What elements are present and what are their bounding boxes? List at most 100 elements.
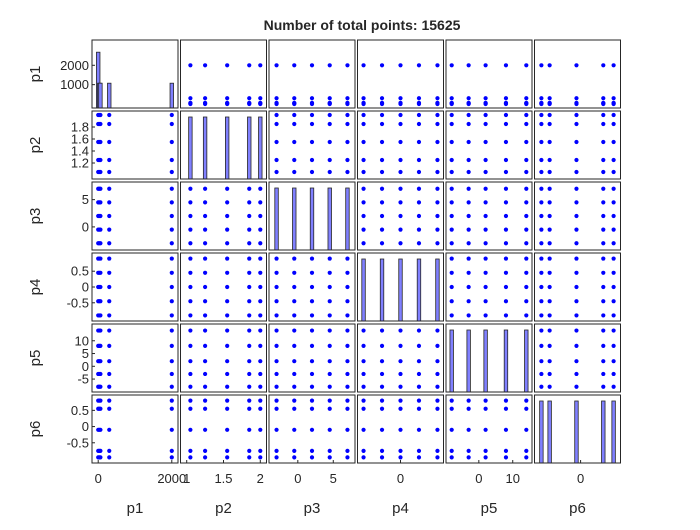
scatter-point <box>449 270 454 275</box>
scatter-point <box>466 96 471 101</box>
scatter-point <box>274 100 279 105</box>
scatter-point <box>601 284 606 290</box>
y-tick-label: 5 <box>82 346 89 361</box>
scatter-point <box>398 63 403 68</box>
scatter-point <box>524 112 529 118</box>
panel-p2-vs-p3 <box>268 110 356 180</box>
scatter-point <box>449 139 454 145</box>
scatter-point <box>258 359 263 364</box>
panel-p3-vs-p1: 0 5 p3 <box>27 181 179 251</box>
histogram-bar <box>309 187 315 251</box>
scatter-point <box>247 359 252 364</box>
scatter-point <box>524 299 529 304</box>
scatter-point <box>483 112 488 118</box>
scatter-point <box>524 427 529 432</box>
panel-frame <box>445 110 533 180</box>
scatter-point <box>503 398 509 403</box>
scatter-point <box>258 313 263 318</box>
scatter-point <box>188 448 193 453</box>
panel-frame <box>180 323 267 393</box>
scatter-point <box>225 328 230 333</box>
scatter-point <box>539 63 544 68</box>
scatter-point <box>435 343 440 348</box>
scatter-point <box>416 169 422 175</box>
scatter-point <box>292 100 297 105</box>
scatter-point <box>361 139 366 145</box>
scatter-point <box>309 270 315 275</box>
scatter-point <box>309 284 315 290</box>
row-variable-label: p4 <box>27 279 44 296</box>
scatter-point <box>524 213 529 219</box>
scatter-point <box>503 169 509 175</box>
scatter-point <box>345 121 350 127</box>
scatter-point <box>98 427 103 432</box>
scatter-point <box>611 200 616 205</box>
scatter-point <box>345 100 350 105</box>
panel-p3-vs-p4 <box>357 181 444 251</box>
scatter-point <box>524 398 529 403</box>
scatter-point <box>503 213 509 219</box>
panel-p2-vs-p2 <box>180 110 267 180</box>
histogram-bar <box>483 329 488 393</box>
histogram-bar <box>202 116 208 180</box>
scatter-point <box>547 96 552 101</box>
scatter-point <box>547 186 552 191</box>
scatter-point <box>416 200 422 205</box>
scatter-point <box>466 256 471 261</box>
scatter-point <box>292 384 297 389</box>
scatter-point <box>435 139 440 145</box>
scatter-point <box>361 343 366 348</box>
panel-p4-vs-p5 <box>445 252 533 322</box>
scatter-point <box>203 200 208 205</box>
scatter-point <box>416 63 422 68</box>
scatter-point <box>574 139 579 145</box>
scatter-point <box>345 328 350 333</box>
scatter-point <box>449 157 454 163</box>
scatter-point <box>327 112 332 118</box>
scatter-point <box>435 213 440 219</box>
histogram-bar <box>258 116 263 180</box>
scatter-point <box>107 406 112 411</box>
scatter-point <box>274 299 279 304</box>
y-tick-label: 10 <box>75 333 89 348</box>
scatter-point <box>107 448 112 453</box>
scatter-point <box>416 227 422 232</box>
panel-p2-vs-p4 <box>357 110 444 180</box>
scatter-point <box>435 63 440 68</box>
panels: 10002000p11.21.41.61.8p205p3-0.500.5p4-5… <box>27 39 621 517</box>
scatter-point <box>98 398 103 403</box>
scatter-point <box>601 169 606 175</box>
scatter-point <box>466 455 471 460</box>
panel-p3-vs-p5 <box>445 181 533 251</box>
scatter-point <box>524 96 529 101</box>
panel-p4-vs-p4 <box>357 252 444 322</box>
scatter-point <box>416 448 422 453</box>
scatter-point <box>466 121 471 127</box>
y-tick-label: -0.5 <box>67 295 89 310</box>
scatter-point <box>483 63 488 68</box>
scatter-point <box>547 200 552 205</box>
scatter-point <box>292 448 297 453</box>
scatter-point <box>361 96 366 101</box>
scatter-point <box>258 455 263 460</box>
scatter-point <box>258 200 263 205</box>
scatter-point <box>361 406 366 411</box>
scatter-point <box>107 384 112 389</box>
scatter-point <box>203 270 208 275</box>
scatter-point <box>611 384 616 389</box>
scatter-point <box>98 227 103 232</box>
scatter-point <box>361 384 366 389</box>
scatter-point <box>258 384 263 389</box>
scatter-point <box>345 112 350 118</box>
scatter-point <box>345 313 350 318</box>
scatter-point <box>188 371 193 377</box>
scatter-point <box>188 384 193 389</box>
scatter-point <box>611 270 616 275</box>
scatter-point <box>547 371 552 377</box>
scatter-point <box>247 371 252 377</box>
scatter-point <box>379 139 385 145</box>
scatter-point <box>98 200 103 205</box>
scatter-point <box>361 227 366 232</box>
scatter-point <box>309 100 315 105</box>
